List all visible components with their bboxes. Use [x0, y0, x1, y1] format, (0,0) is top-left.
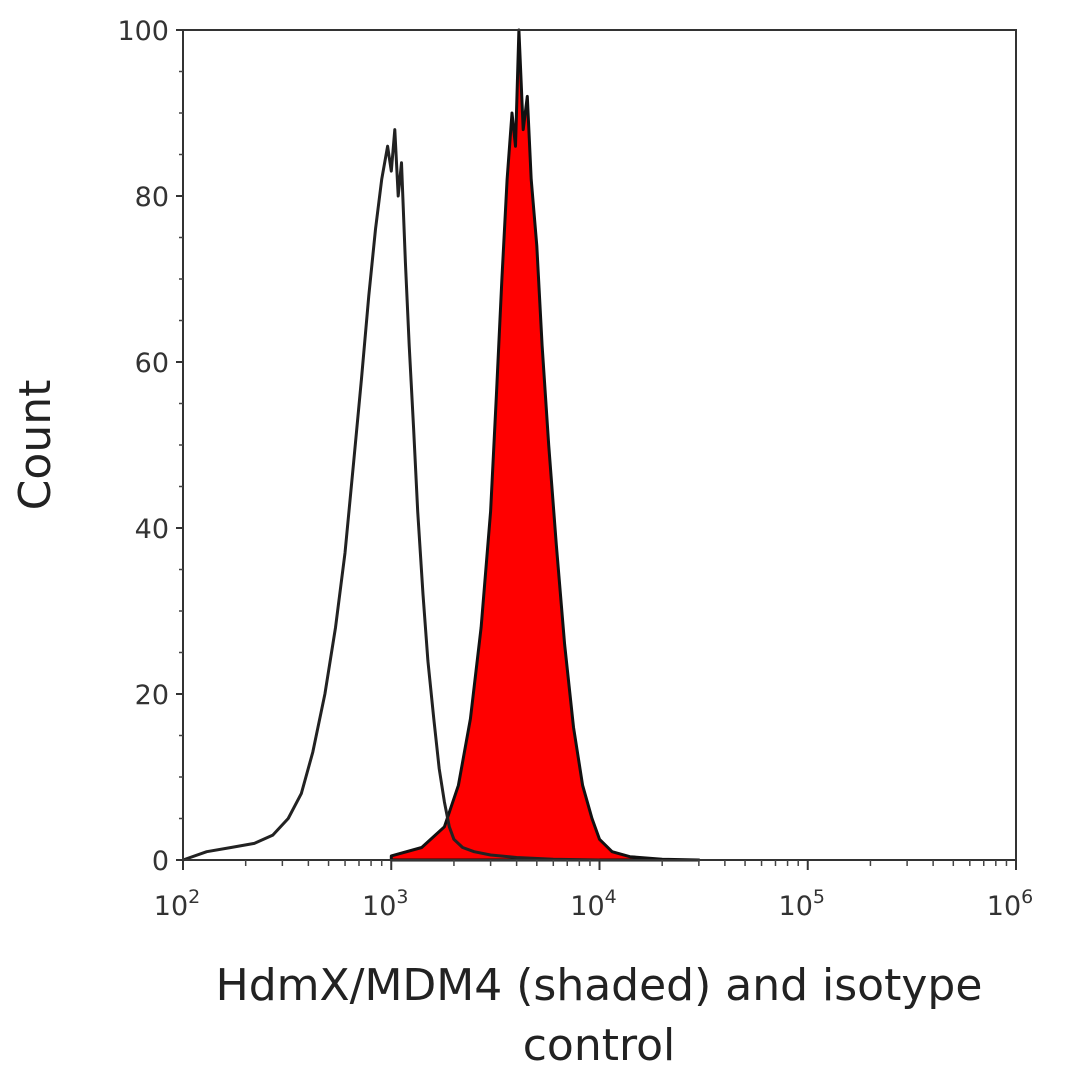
y-tick-label: 0	[152, 846, 169, 877]
x-tick-label: 104	[570, 886, 616, 922]
x-tick-label: 105	[779, 886, 825, 922]
y-tick-label: 100	[117, 16, 169, 47]
y-tick-label: 80	[135, 182, 169, 213]
x-axis-title-line-1: HdmX/MDM4 (shaded) and isotype	[216, 960, 983, 1011]
series-1-filled-histogram	[389, 28, 701, 862]
y-tick-label: 60	[135, 348, 169, 379]
plot-frame	[182, 29, 1017, 861]
axis-ticks: 0 20 40 60 80 100 102 103 104 105 106	[117, 16, 1033, 922]
y-tick-label: 40	[135, 514, 169, 545]
x-tick-label: 106	[987, 886, 1033, 922]
y-tick-label: 20	[135, 680, 169, 711]
plot-area	[182, 28, 701, 862]
x-axis-title-line-2: control	[523, 1020, 676, 1071]
x-tick-label: 102	[154, 886, 200, 922]
series-0-outline-histogram	[182, 128, 600, 862]
x-tick-label: 103	[362, 886, 408, 922]
y-axis-title: Count	[10, 380, 61, 511]
